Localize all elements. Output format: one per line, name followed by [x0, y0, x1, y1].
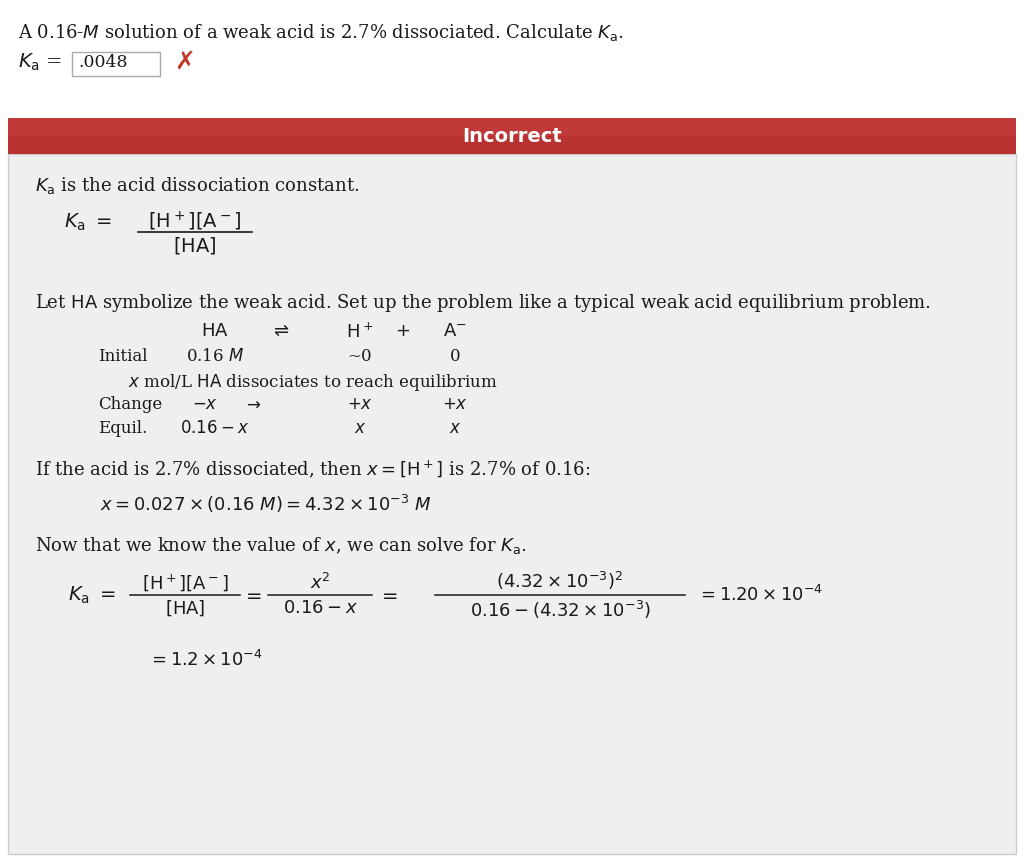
- Bar: [72, 52, 160, 76]
- Text: $0.16 - x$: $0.16 - x$: [180, 420, 250, 437]
- Text: .0048: .0048: [78, 54, 128, 71]
- Text: $= 1.20 \times 10^{-4}$: $= 1.20 \times 10^{-4}$: [697, 585, 823, 605]
- Text: $=$: $=$: [242, 586, 262, 604]
- Text: $x^2$: $x^2$: [309, 573, 331, 593]
- Text: 0: 0: [450, 348, 461, 365]
- Text: $x$ mol/L $\mathrm{HA}$ dissociates to reach equilibrium: $x$ mol/L $\mathrm{HA}$ dissociates to r…: [128, 372, 498, 393]
- Text: $\rightarrow$: $\rightarrow$: [243, 396, 261, 413]
- Text: $+x$: $+x$: [442, 396, 468, 413]
- Text: $-x$: $-x$: [193, 396, 218, 413]
- Text: $K_\mathrm{a}$ is the acid dissociation constant.: $K_\mathrm{a}$ is the acid dissociation …: [35, 175, 359, 196]
- Text: $=$: $=$: [378, 586, 398, 604]
- Text: $x$: $x$: [353, 420, 367, 437]
- Text: $+x$: $+x$: [347, 396, 373, 413]
- Text: Change: Change: [98, 396, 162, 413]
- Text: Now that we know the value of $x$, we can solve for $K_\mathrm{a}$.: Now that we know the value of $x$, we ca…: [35, 535, 527, 556]
- Text: $\left(4.32 \times 10^{-3}\right)^{2}$: $\left(4.32 \times 10^{-3}\right)^{2}$: [497, 570, 624, 592]
- Bar: [8, 118, 1016, 154]
- Text: $\mathrm{HA}$: $\mathrm{HA}$: [201, 322, 228, 340]
- Bar: [8, 154, 1016, 854]
- Text: Equil.: Equil.: [98, 420, 147, 437]
- Text: $\mathrm{H}^+$: $\mathrm{H}^+$: [346, 322, 374, 342]
- Text: $0.16 - \left(4.32 \times 10^{-3}\right)$: $0.16 - \left(4.32 \times 10^{-3}\right)…: [470, 599, 650, 621]
- Text: $[\mathrm{H}^+][\mathrm{A}^-]$: $[\mathrm{H}^+][\mathrm{A}^-]$: [141, 572, 228, 593]
- Text: 0.16 $M$: 0.16 $M$: [186, 348, 244, 365]
- Text: If the acid is 2.7% dissociated, then $x = [\mathrm{H}^+]$ is 2.7% of 0.16:: If the acid is 2.7% dissociated, then $x…: [35, 458, 591, 479]
- Text: $[\mathrm{H}^+][\mathrm{A}^-]$: $[\mathrm{H}^+][\mathrm{A}^-]$: [148, 210, 242, 233]
- Text: ~0: ~0: [348, 348, 373, 365]
- Text: $\rightleftharpoons$: $\rightleftharpoons$: [270, 322, 290, 340]
- Text: $K_\mathrm{a}$ =: $K_\mathrm{a}$ =: [18, 52, 62, 74]
- Text: $+$: $+$: [395, 322, 411, 340]
- Text: A 0.16-$M$ solution of a weak acid is 2.7% dissociated. Calculate $K_\mathrm{a}$: A 0.16-$M$ solution of a weak acid is 2.…: [18, 22, 624, 43]
- Text: $x$: $x$: [449, 420, 461, 437]
- Text: $[\mathrm{HA}]$: $[\mathrm{HA}]$: [165, 598, 205, 618]
- Text: ✗: ✗: [174, 50, 195, 74]
- Text: Let $\mathrm{HA}$ symbolize the weak acid. Set up the problem like a typical wea: Let $\mathrm{HA}$ symbolize the weak aci…: [35, 292, 931, 314]
- Text: $K_\mathrm{a}\ =$: $K_\mathrm{a}\ =$: [63, 212, 112, 233]
- Text: $= 1.2 \times 10^{-4}$: $= 1.2 \times 10^{-4}$: [148, 650, 263, 670]
- Text: $K_\mathrm{a}\ =$: $K_\mathrm{a}\ =$: [68, 584, 116, 606]
- Text: Initial: Initial: [98, 348, 147, 365]
- Text: $\mathrm{A}^{-}$: $\mathrm{A}^{-}$: [443, 322, 467, 340]
- Bar: [8, 118, 1016, 136]
- Bar: [0, 0, 1024, 125]
- Text: $[\mathrm{HA}]$: $[\mathrm{HA}]$: [173, 235, 217, 256]
- Text: $x = 0.027 \times (0.16\ M) = 4.32 \times 10^{-3}\ M$: $x = 0.027 \times (0.16\ M) = 4.32 \time…: [100, 493, 432, 515]
- Text: Incorrect: Incorrect: [462, 127, 562, 147]
- Text: $0.16 - x$: $0.16 - x$: [283, 599, 357, 617]
